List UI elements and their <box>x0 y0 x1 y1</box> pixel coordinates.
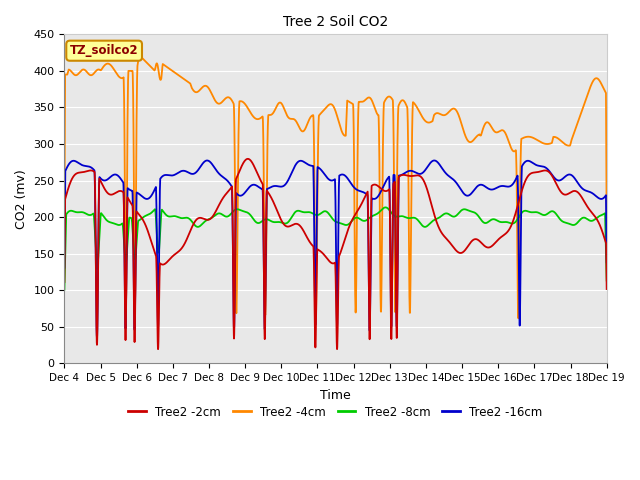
Line: Tree2 -2cm: Tree2 -2cm <box>65 159 607 349</box>
Tree2 -4cm <box>534 138 542 144</box>
Tree2 -8cm <box>269 219 276 225</box>
Tree2 -2cm <box>244 156 252 162</box>
Tree2 -4cm <box>292 118 300 124</box>
Legend: Tree2 -2cm, Tree2 -4cm, Tree2 -8cm, Tree2 -16cm: Tree2 -2cm, Tree2 -4cm, Tree2 -8cm, Tree… <box>124 401 547 423</box>
Tree2 -16cm <box>123 265 131 271</box>
Tree2 -2cm <box>534 169 542 175</box>
Tree2 -16cm <box>593 193 600 199</box>
Line: Tree2 -16cm: Tree2 -16cm <box>65 160 607 337</box>
Tree2 -8cm <box>593 216 600 221</box>
Tree2 -4cm <box>515 315 522 321</box>
Tree2 -8cm <box>122 257 130 263</box>
Tree2 -16cm <box>269 183 276 189</box>
Y-axis label: CO2 (mv): CO2 (mv) <box>15 169 28 229</box>
Tree2 -16cm <box>155 297 163 302</box>
Tree2 -4cm <box>269 111 276 117</box>
Tree2 -8cm <box>381 204 389 210</box>
Tree2 -4cm <box>61 216 68 222</box>
Tree2 -2cm <box>61 279 68 285</box>
Text: TZ_soilco2: TZ_soilco2 <box>70 44 138 57</box>
Tree2 -16cm <box>534 163 542 168</box>
Tree2 -2cm <box>593 216 600 221</box>
Tree2 -2cm <box>122 289 130 295</box>
Tree2 -8cm <box>603 277 611 283</box>
Tree2 -4cm <box>122 290 130 296</box>
Tree2 -16cm <box>603 259 611 265</box>
Tree2 -8cm <box>61 287 68 292</box>
Tree2 -16cm <box>204 157 211 163</box>
Tree2 -2cm <box>155 330 163 336</box>
Title: Tree 2 Soil CO2: Tree 2 Soil CO2 <box>283 15 388 29</box>
Line: Tree2 -8cm: Tree2 -8cm <box>65 207 607 289</box>
Tree2 -2cm <box>154 346 162 352</box>
Tree2 -2cm <box>603 286 611 292</box>
Tree2 -8cm <box>292 209 300 215</box>
Tree2 -4cm <box>136 54 144 60</box>
Tree2 -8cm <box>534 210 541 216</box>
Tree2 -8cm <box>155 250 163 255</box>
Tree2 -4cm <box>593 75 600 81</box>
Tree2 -16cm <box>93 335 100 340</box>
Tree2 -2cm <box>269 198 276 204</box>
Tree2 -16cm <box>292 161 300 167</box>
Tree2 -4cm <box>603 226 611 231</box>
Tree2 -16cm <box>61 265 68 271</box>
Line: Tree2 -4cm: Tree2 -4cm <box>65 57 607 318</box>
Tree2 -2cm <box>292 221 300 227</box>
Tree2 -4cm <box>155 69 163 74</box>
X-axis label: Time: Time <box>320 389 351 402</box>
